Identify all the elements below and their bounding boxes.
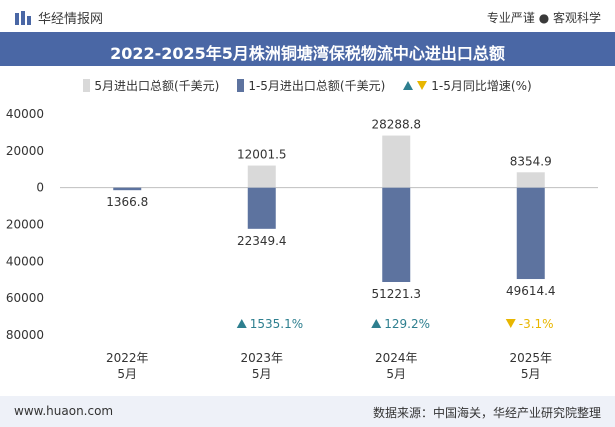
brand: 华经情报网 — [14, 8, 103, 27]
x-tick-label: 2023年 — [240, 351, 283, 365]
data-label-monthly: 8354.9 — [510, 154, 552, 168]
footer: www.huaon.com 数据来源：中国海关，华经产业研究院整理 — [0, 396, 615, 427]
legend-up-triangle-icon — [403, 80, 414, 90]
data-label-cumulative: 49614.4 — [506, 284, 556, 298]
bar-cumulative — [113, 187, 142, 191]
y-tick-label: 40000 — [6, 254, 44, 268]
x-tick-label: 5月 — [252, 367, 272, 381]
title-bar: 2022-2025年5月株洲铜塘湾保税物流中心进出口总额 — [0, 32, 615, 66]
growth-up-triangle-icon — [371, 318, 382, 328]
y-tick-label: 20000 — [6, 144, 44, 158]
legend-swatch-monthly — [83, 78, 91, 92]
legend: 5月进出口总额(千美元) 1-5月进出口总额(千美元) 1-5月同比增速(%) — [0, 76, 615, 94]
growth-up-triangle-icon — [236, 318, 247, 328]
data-label-cumulative: 22349.4 — [237, 234, 287, 248]
x-tick-label: 2024年 — [375, 351, 418, 365]
legend-label-growth: 1-5月同比增速(%) — [431, 78, 532, 93]
bar-cumulative — [247, 187, 276, 229]
y-tick-label: 40000 — [6, 107, 44, 121]
data-label-monthly: 12001.5 — [237, 148, 287, 162]
x-tick-label: 5月 — [386, 367, 406, 381]
footer-website: www.huaon.com — [14, 404, 114, 418]
growth-label: 1535.1% — [250, 317, 303, 331]
tagline: 专业严谨 ● 客观科学 — [486, 11, 601, 25]
brand-logo-icon — [15, 10, 31, 25]
growth-label: 129.2% — [384, 317, 430, 331]
legend-item-cumulative: 1-5月进出口总额(千美元) — [237, 76, 385, 94]
bar-monthly — [247, 165, 276, 188]
x-tick-label: 2022年 — [106, 351, 149, 365]
legend-item-monthly: 5月进出口总额(千美元) — [83, 76, 219, 94]
x-tick-label: 2025年 — [509, 351, 552, 365]
bar-monthly — [516, 172, 545, 188]
data-label-cumulative: 51221.3 — [371, 287, 421, 301]
y-tick-label: 60000 — [6, 291, 44, 305]
data-label-monthly: 28288.8 — [371, 118, 421, 132]
footer-source: 数据来源：中国海关，华经产业研究院整理 — [372, 406, 601, 420]
x-tick-label: 5月 — [521, 367, 541, 381]
bar-cumulative — [516, 187, 545, 280]
legend-swatch-cumulative — [237, 78, 245, 92]
bar-monthly — [382, 135, 411, 188]
y-tick-label: 20000 — [6, 218, 44, 232]
brand-name: 华经情报网 — [38, 12, 104, 27]
legend-label-cumulative: 1-5月进出口总额(千美元) — [248, 78, 386, 93]
growth-down-triangle-icon — [505, 318, 516, 328]
y-tick-label: 80000 — [6, 328, 44, 342]
top-bar: 华经情报网 专业严谨 ● 客观科学 — [0, 0, 615, 32]
growth-label: -3.1% — [519, 317, 554, 331]
legend-down-triangle-icon — [417, 80, 428, 90]
data-label-cumulative: 1366.8 — [106, 195, 148, 209]
legend-label-monthly: 5月进出口总额(千美元) — [94, 78, 220, 93]
x-tick-label: 5月 — [117, 367, 137, 381]
bar-cumulative — [382, 187, 411, 282]
y-tick-label: 0 — [36, 181, 44, 195]
chart-title: 2022-2025年5月株洲铜塘湾保税物流中心进出口总额 — [110, 44, 505, 63]
chart-area: 40000 20000 0 20000 40000 60000 80000 1366.8 202… — [6, 107, 598, 381]
legend-item-growth: 1-5月同比增速(%) — [403, 76, 532, 94]
